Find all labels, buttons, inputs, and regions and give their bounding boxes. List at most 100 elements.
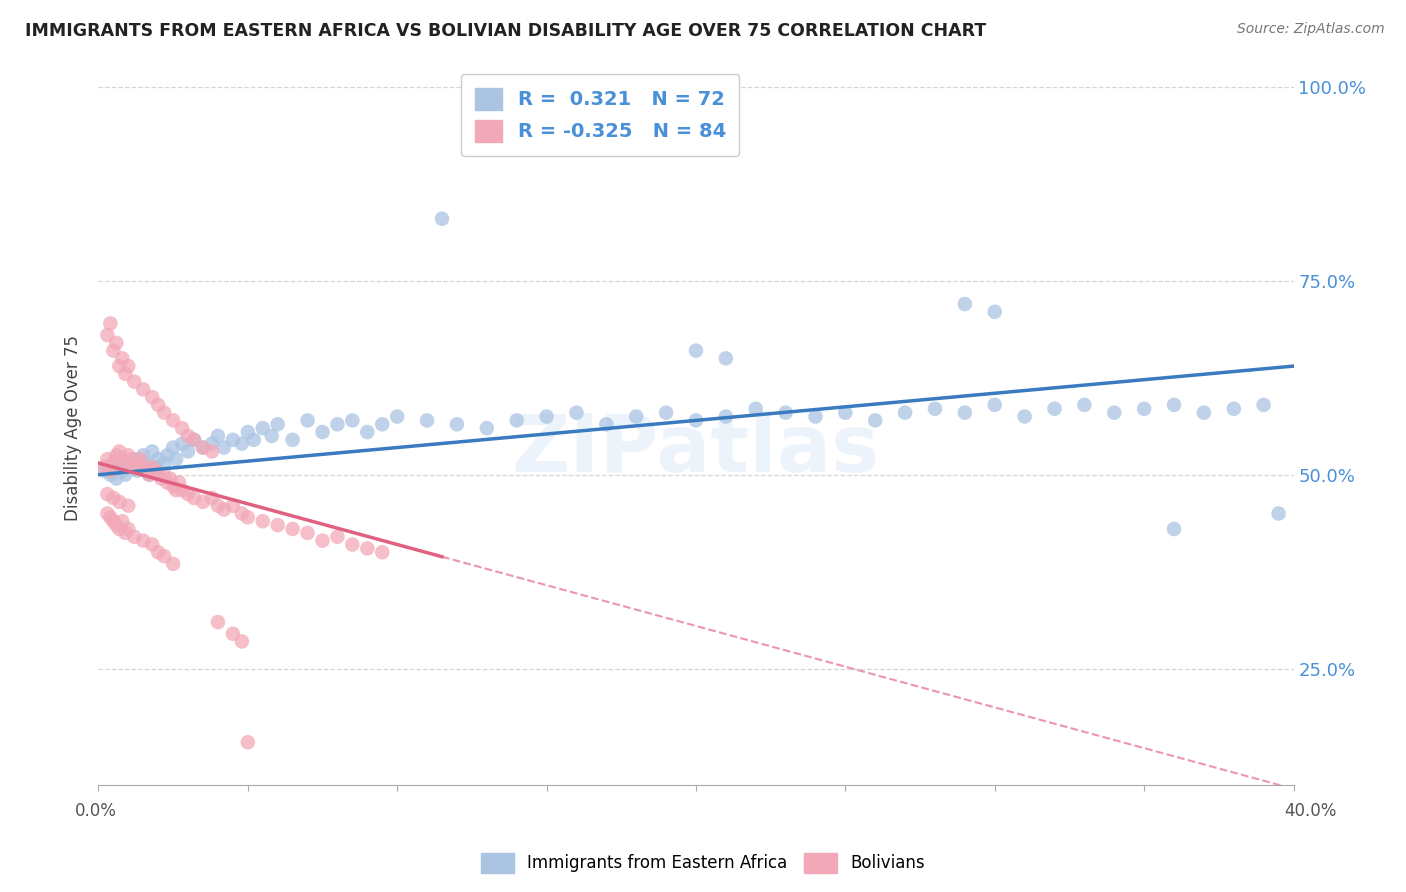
Point [191, 441, 214, 455]
Point [148, 398, 170, 412]
Point [231, 507, 253, 521]
Point [236, 735, 259, 749]
Point [117, 359, 139, 373]
Point [117, 459, 139, 474]
Point [143, 464, 166, 478]
Point [96, 487, 118, 501]
Point [201, 491, 224, 505]
Point [714, 409, 737, 424]
Point [326, 417, 349, 432]
Point [1267, 507, 1289, 521]
Point [231, 436, 253, 450]
Point [356, 425, 378, 439]
Point [127, 464, 149, 478]
Point [326, 530, 349, 544]
Point [141, 537, 163, 551]
Point [111, 464, 134, 478]
Point [103, 514, 125, 528]
Point [685, 343, 707, 358]
Point [231, 634, 253, 648]
Text: Source: ZipAtlas.com: Source: ZipAtlas.com [1237, 22, 1385, 37]
Point [162, 557, 184, 571]
Point [117, 499, 139, 513]
Point [162, 441, 184, 455]
Point [132, 459, 155, 474]
Point [103, 491, 125, 505]
Point [1223, 401, 1246, 416]
Point [984, 398, 1007, 412]
Point [143, 459, 166, 474]
Point [984, 305, 1007, 319]
Point [834, 406, 856, 420]
Point [183, 433, 205, 447]
Point [252, 421, 274, 435]
Point [93, 459, 115, 474]
Point [236, 510, 259, 524]
Point [236, 425, 259, 439]
Legend: Immigrants from Eastern Africa, Bolivians: Immigrants from Eastern Africa, Bolivian… [474, 847, 932, 880]
Point [117, 448, 139, 462]
Point [281, 522, 304, 536]
Point [177, 444, 200, 458]
Point [1163, 398, 1185, 412]
Point [1163, 522, 1185, 536]
Point [105, 518, 128, 533]
Point [260, 429, 283, 443]
Point [111, 452, 134, 467]
Point [103, 343, 125, 358]
Point [141, 459, 163, 474]
Point [804, 409, 827, 424]
Point [655, 406, 678, 420]
Point [1014, 409, 1036, 424]
Point [1133, 401, 1156, 416]
Legend: R =  0.321   N = 72, R = -0.325   N = 84: R = 0.321 N = 72, R = -0.325 N = 84 [461, 74, 740, 156]
Point [243, 433, 266, 447]
Point [297, 525, 319, 540]
Point [212, 502, 235, 516]
Point [98, 467, 122, 482]
Point [153, 406, 176, 420]
Point [222, 499, 245, 513]
Text: ZIPatlas: ZIPatlas [512, 410, 880, 489]
Point [281, 433, 304, 447]
Point [135, 456, 157, 470]
Point [446, 417, 468, 432]
Point [124, 530, 146, 544]
Point [105, 472, 128, 486]
Point [138, 467, 160, 482]
Point [595, 417, 617, 432]
Point [172, 436, 194, 450]
Point [103, 456, 125, 470]
Point [207, 499, 229, 513]
Point [148, 467, 170, 482]
Point [96, 459, 118, 474]
Point [342, 537, 364, 551]
Point [132, 533, 155, 548]
Point [98, 464, 122, 478]
Point [165, 483, 187, 498]
Point [565, 406, 588, 420]
Point [865, 413, 887, 427]
Point [212, 441, 235, 455]
Point [191, 495, 214, 509]
Point [135, 464, 157, 478]
Point [297, 413, 319, 427]
Point [416, 413, 439, 427]
Point [120, 456, 142, 470]
Point [117, 522, 139, 536]
Point [103, 456, 125, 470]
Point [98, 510, 122, 524]
Point [430, 211, 453, 226]
Point [191, 441, 214, 455]
Point [183, 491, 205, 505]
Point [108, 444, 131, 458]
Point [924, 401, 946, 416]
Point [132, 383, 155, 397]
Point [150, 472, 173, 486]
Point [93, 464, 115, 478]
Point [148, 545, 170, 559]
Point [267, 417, 290, 432]
Point [114, 456, 136, 470]
Point [222, 626, 245, 640]
Point [124, 452, 146, 467]
